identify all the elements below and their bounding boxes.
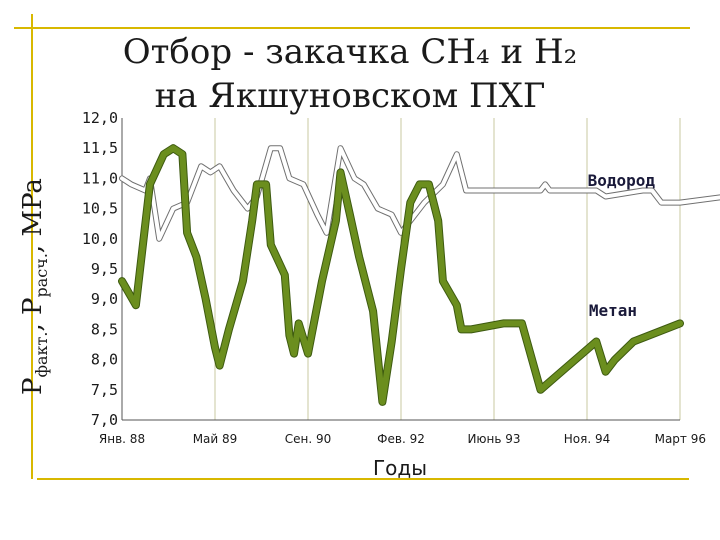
frame-bottom-rule bbox=[37, 478, 689, 480]
x-tick-label: Ноя. 94 bbox=[564, 432, 610, 446]
x-tick-label: Март 96 bbox=[655, 432, 706, 446]
x-tick-label: Сен. 90 bbox=[285, 432, 332, 446]
y-tick-label: 11,5 bbox=[82, 139, 118, 157]
x-tick-label: Янв. 88 bbox=[99, 432, 145, 446]
methane-series-line bbox=[119, 145, 683, 405]
hydrogen-series-line bbox=[120, 146, 720, 241]
methane-series-label: Метан bbox=[589, 301, 637, 320]
y-tick-label: 8,0 bbox=[91, 351, 118, 369]
y-tick-label: 10,5 bbox=[82, 200, 118, 218]
chart-title: Отбор - закачка CH₄ и H₂ на Якшуновском … bbox=[80, 30, 620, 118]
y-tick-label: 7,0 bbox=[91, 411, 118, 429]
y-tick-label: 9,5 bbox=[91, 260, 118, 278]
y-tick-label: 9,0 bbox=[91, 290, 118, 308]
frame-vertical-rule bbox=[31, 14, 33, 479]
y-tick-label: 8,5 bbox=[91, 320, 118, 338]
chart-title-line-2: на Якшуновском ПХГ bbox=[154, 76, 546, 116]
x-tick-label: Фев. 92 bbox=[377, 432, 425, 446]
x-tick-label: Июнь 93 bbox=[467, 432, 520, 446]
y-tick-label: 7,5 bbox=[91, 381, 118, 399]
y-tick-label: 11,0 bbox=[82, 169, 118, 187]
y-tick-label: 10,0 bbox=[82, 230, 118, 248]
frame-top-rule bbox=[14, 27, 690, 29]
chart-title-line-1: Отбор - закачка CH₄ и H₂ bbox=[122, 32, 578, 72]
x-tick-label: Май 89 bbox=[193, 432, 238, 446]
y-tick-label: 12,0 bbox=[82, 109, 118, 127]
hydrogen-series-label: Водород bbox=[588, 171, 656, 190]
x-axis-label: Годы bbox=[372, 456, 428, 480]
